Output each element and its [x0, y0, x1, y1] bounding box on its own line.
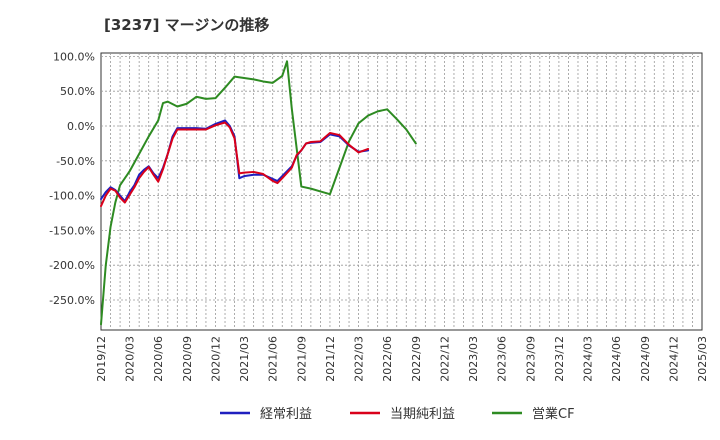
x-tick-label: 2023/12 [553, 336, 566, 382]
y-tick-label: -200.0% [49, 259, 95, 272]
x-tick-label: 2022/12 [438, 336, 451, 382]
y-tick-label: -100.0% [49, 190, 95, 203]
x-tick-label: 2022/09 [410, 336, 423, 382]
x-tick-label: 2021/03 [238, 336, 251, 382]
y-tick-label: 0.0% [67, 120, 95, 133]
x-axis-ticks: 2019/12 2020/03 2020/06 2020/09 2020/12 2021/… [95, 336, 709, 382]
x-tick-label: 2022/06 [381, 336, 394, 382]
x-tick-label: 2020/06 [152, 336, 165, 382]
legend-label-2: 当期純利益 [390, 407, 455, 422]
series-line-2 [100, 121, 370, 208]
x-tick-label: 2020/09 [181, 336, 194, 382]
y-tick-label: -150.0% [49, 224, 95, 237]
x-tick-label: 2020/03 [124, 336, 137, 382]
x-tick-label: 2024/03 [582, 336, 595, 382]
y-tick-label: 100.0% [53, 50, 95, 63]
series-line-3 [100, 60, 417, 326]
x-tick-label: 2023/06 [496, 336, 509, 382]
x-tick-label: 2023/09 [524, 336, 537, 382]
x-tick-label: 2019/12 [95, 336, 108, 382]
x-tick-label: 2023/03 [467, 336, 480, 382]
x-tick-label: 2024/09 [639, 336, 652, 382]
x-tick-label: 2022/03 [353, 336, 366, 382]
legend-label-3: 営業CF [532, 406, 575, 422]
x-tick-label: 2021/12 [324, 336, 337, 382]
plot-area [100, 52, 703, 331]
x-tick-label: 2025/03 [696, 336, 709, 382]
series-layer [100, 60, 417, 326]
x-tick-label: 2024/06 [610, 336, 623, 382]
legend-label-1: 経常利益 [260, 407, 312, 422]
x-tick-label: 2024/12 [667, 336, 680, 382]
legend: 経常利益 当期純利益 営業CF [220, 406, 575, 422]
y-tick-label: -50.0% [56, 155, 95, 168]
chart-title: [3237] マージンの推移 [104, 16, 269, 34]
horizontal-gridlines [101, 56, 702, 301]
y-tick-label: 50.0% [60, 85, 95, 98]
y-axis-ticks: 100.0% 50.0% 0.0% -50.0% -100.0% -150.0% -200.… [49, 50, 95, 307]
x-tick-label: 2021/09 [295, 336, 308, 382]
x-tick-label: 2021/06 [267, 336, 280, 382]
y-tick-label: -250.0% [49, 294, 95, 307]
x-tick-label: 2020/12 [209, 336, 222, 382]
